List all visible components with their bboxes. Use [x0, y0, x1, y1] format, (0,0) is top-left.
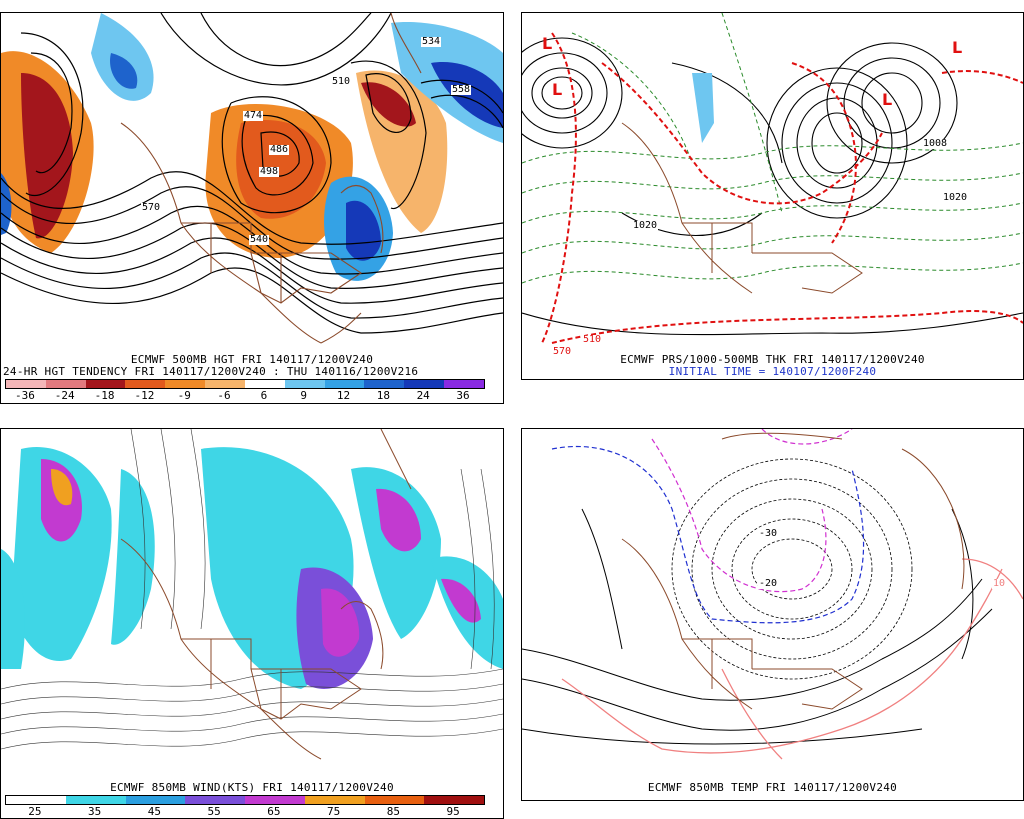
tick-label: 12 [336, 389, 351, 402]
contour-label: 540 [249, 234, 270, 245]
tick-label: -36 [14, 389, 35, 402]
tick-label: 75 [327, 805, 341, 818]
contour-label: 558 [451, 84, 472, 95]
colorbar-ticks: -36 -24 -18 -12 -9 -6 6 9 12 18 24 36 [5, 389, 483, 402]
contour-label: 486 [269, 144, 290, 155]
colorbar-swatch [65, 796, 126, 804]
contour-label: 534 [421, 36, 442, 47]
map-thickness: L L L L [522, 13, 1023, 344]
tick-label: 35 [88, 805, 102, 818]
svg-text:L: L [882, 90, 892, 109]
colorbar-ticks: 25 35 45 55 65 75 85 95 [5, 805, 483, 818]
tick-label: 36 [456, 389, 470, 402]
colorbar-swatch [364, 380, 405, 388]
colorbar-swatch [205, 380, 245, 388]
svg-text:L: L [542, 34, 552, 53]
contour-label: 1020 [632, 220, 659, 231]
tick-label: 65 [267, 805, 281, 818]
colorbar-swatch [165, 380, 206, 388]
panel-pressure-thickness: L L L L 1020 1020 1008 570 510 ECMWF PRS… [521, 12, 1024, 380]
panel-500mb-height: 534 558 570 540 474 510 486 498 ECMWF 50… [0, 12, 504, 404]
colorbar-swatch [185, 796, 245, 804]
tick-label: 9 [300, 389, 308, 402]
colorbar-swatch [45, 380, 86, 388]
contour-label: 510 [582, 334, 603, 345]
panel-title: ECMWF 850MB TEMP FRI 140117/1200V240 [647, 781, 898, 794]
colorbar-swatch [304, 796, 365, 804]
map-850mb-temp [522, 429, 1023, 760]
colorbar-swatch [6, 796, 66, 804]
contour-label: 498 [259, 166, 280, 177]
panel-title: ECMWF 500MB HGT FRI 140117/1200V240 [130, 353, 374, 366]
tick-label: -24 [54, 389, 75, 402]
tick-label: -12 [134, 389, 155, 402]
colorbar-swatch [85, 380, 126, 388]
colorbar-swatch [245, 796, 305, 804]
colorbar-swatch [424, 796, 484, 804]
tick-label: -18 [94, 389, 115, 402]
contour-label: 570 [552, 346, 573, 357]
tick-label: 85 [386, 805, 400, 818]
tick-label: -9 [177, 389, 191, 402]
tick-label: 45 [147, 805, 161, 818]
tick-label: 18 [376, 389, 390, 402]
colorbar-swatch [404, 380, 445, 388]
contour-label: -20 [758, 578, 779, 589]
colorbar-swatch [444, 380, 484, 388]
contour-label: 1020 [942, 192, 969, 203]
map-850mb-wind [1, 429, 503, 760]
tick-label: 95 [446, 805, 460, 818]
colorbar-swatch [125, 796, 186, 804]
panel-title: ECMWF PRS/1000-500MB THK FRI 140117/1200… [620, 353, 925, 366]
contour-label: 10 [992, 578, 1007, 589]
panel-title: ECMWF 850MB WIND(KTS) FRI 140117/1200V24… [110, 781, 394, 794]
colorbar-swatch [284, 380, 325, 388]
colorbar-swatch [6, 380, 46, 388]
contour-label: 474 [243, 110, 264, 121]
initial-time: INITIAL TIME = 140107/1200F240 [668, 365, 877, 378]
tendency-label: 24-HR HGT TENDENCY FRI 140117/1200V240 :… [3, 365, 419, 378]
colorbar-swatch [364, 796, 425, 804]
panel-850mb-wind: ECMWF 850MB WIND(KTS) FRI 140117/1200V24… [0, 428, 504, 819]
colorbar-swatch [324, 380, 365, 388]
svg-text:L: L [552, 80, 562, 99]
tick-label: 25 [28, 805, 42, 818]
contour-label: 570 [141, 202, 162, 213]
tick-label: 24 [416, 389, 430, 402]
tick-label: 6 [260, 389, 268, 402]
panel-850mb-temp: 10 -20 -30 ECMWF 850MB TEMP FRI 140117/1… [521, 428, 1024, 801]
colorbar-wind [5, 795, 485, 805]
contour-label: 510 [331, 76, 352, 87]
tick-label: -6 [217, 389, 231, 402]
contour-label: 1008 [922, 138, 949, 149]
colorbar-swatch [125, 380, 166, 388]
svg-text:L: L [952, 38, 962, 57]
colorbar-swatch [244, 380, 285, 388]
map-500mb [1, 13, 503, 344]
colorbar-500mb [5, 379, 485, 389]
contour-label: -30 [758, 528, 779, 539]
tick-label: 55 [207, 805, 221, 818]
